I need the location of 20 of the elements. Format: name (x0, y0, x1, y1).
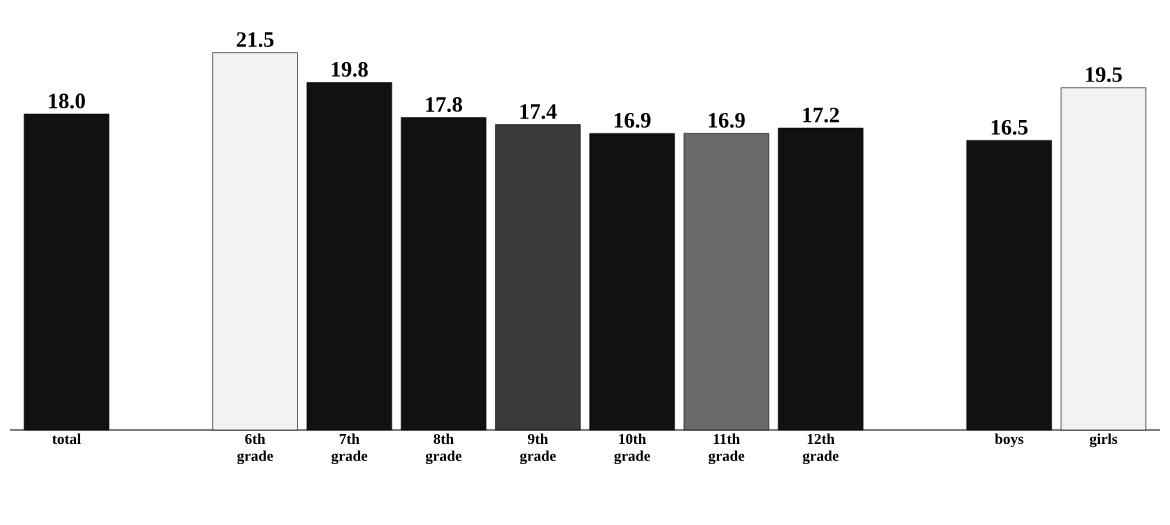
data-label: 21.5 (236, 32, 274, 48)
x-tick-label: 12th grade (802, 433, 839, 465)
x-tick-label: 10th grade (614, 433, 651, 465)
x-tick-label: 7th grade (331, 433, 368, 465)
data-label: 16.5 (991, 119, 1028, 135)
data-label: 17.4 (520, 104, 557, 119)
data-label: 16.9 (614, 112, 651, 128)
data-label: 17.2 (803, 107, 839, 123)
x-tick-label: 9th grade (520, 433, 556, 465)
x-tick-label: boys (994, 433, 1024, 448)
data-label: 19.5 (1086, 67, 1122, 83)
x-tick-label: 11th grade (708, 433, 745, 465)
x-tick-label: 6th grade (237, 433, 273, 465)
x-tick-label: girls (1089, 433, 1118, 448)
x-tick-label: total (52, 433, 81, 445)
data-label: 16.9 (708, 112, 745, 128)
data-label: 17.8 (426, 97, 463, 112)
data-label: 19.8 (331, 61, 368, 77)
data-label: 18.0 (49, 93, 85, 109)
x-tick-label: 8th grade (425, 433, 462, 465)
